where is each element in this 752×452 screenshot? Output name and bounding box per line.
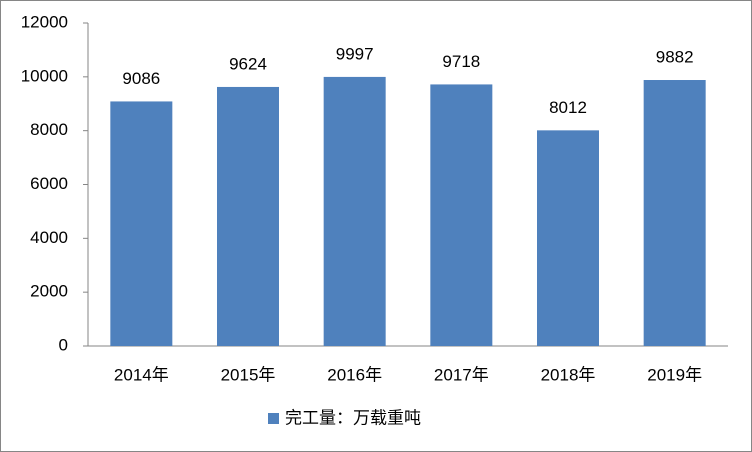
data-label: 8012	[549, 98, 587, 117]
data-label: 9997	[336, 44, 374, 63]
x-tick-label: 2018年	[541, 365, 596, 384]
legend-swatch	[268, 413, 279, 424]
y-tick-label: 0	[59, 335, 68, 354]
x-tick-label: 2014年	[114, 365, 169, 384]
data-label: 9624	[229, 54, 267, 73]
x-tick-label: 2016年	[327, 365, 382, 384]
bar	[110, 101, 173, 346]
bar	[323, 76, 386, 346]
y-tick-label: 4000	[30, 228, 68, 247]
data-label: 9718	[442, 52, 480, 71]
bar	[217, 86, 279, 346]
x-tick-label: 2017年	[434, 365, 489, 384]
x-tick-label: 2015年	[221, 365, 276, 384]
bar	[430, 84, 493, 347]
bar	[537, 130, 599, 346]
y-tick-label: 8000	[30, 120, 68, 139]
y-tick-label: 2000	[30, 282, 68, 301]
y-tick-label: 6000	[30, 174, 68, 193]
x-tick-label: 2019年	[647, 365, 702, 384]
y-tick-label: 12000	[21, 12, 68, 31]
y-tick-label: 10000	[21, 66, 68, 85]
legend-label: 完工量：万载重吨	[285, 408, 421, 427]
data-label: 9086	[122, 69, 160, 88]
data-label: 9882	[656, 47, 694, 66]
bar	[643, 80, 706, 347]
